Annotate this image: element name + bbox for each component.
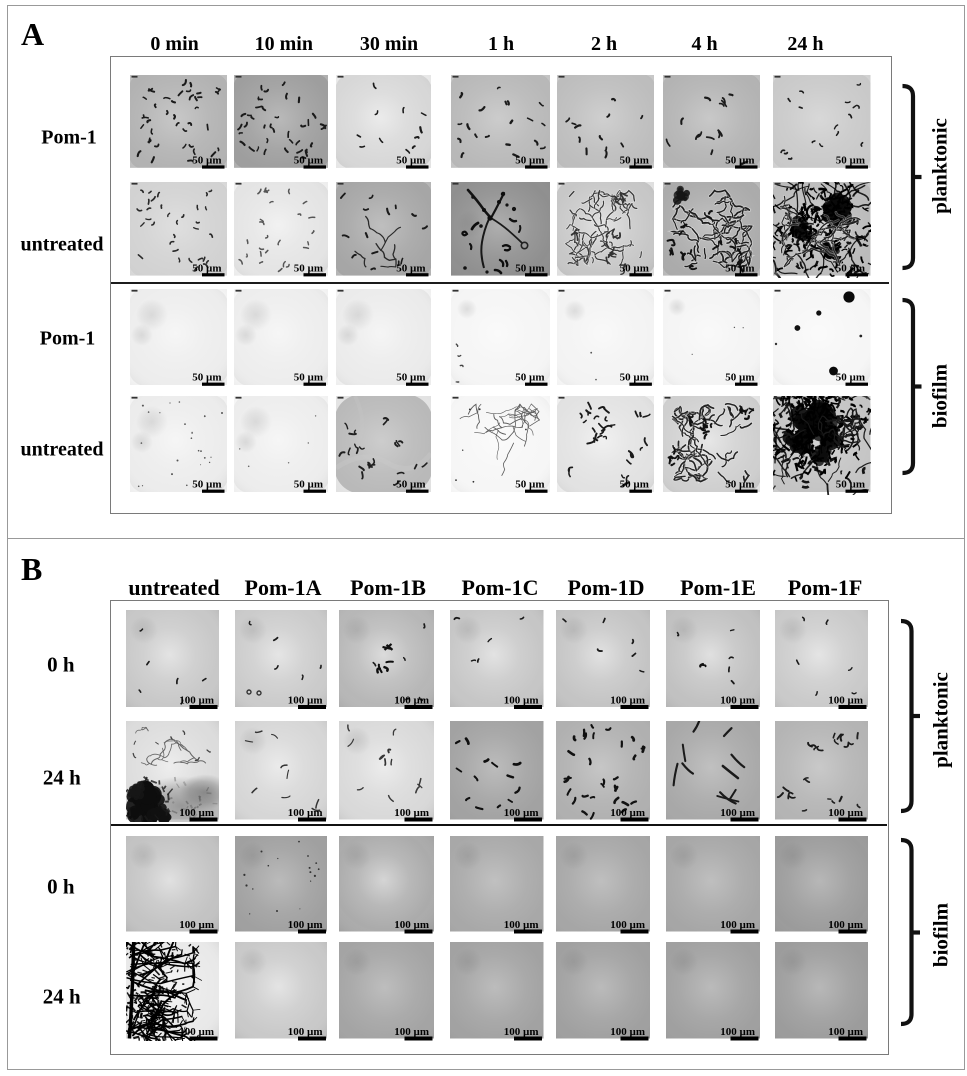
svg-text:50 µm: 50 µm	[619, 262, 648, 274]
svg-text:50 µm: 50 µm	[397, 372, 426, 384]
svg-text:100 µm: 100 µm	[829, 695, 864, 707]
svg-text:50 µm: 50 µm	[397, 479, 426, 491]
svg-text:50 µm: 50 µm	[293, 372, 322, 384]
svg-text:50 µm: 50 µm	[192, 262, 221, 274]
svg-text:100 µm: 100 µm	[288, 1025, 323, 1037]
svg-text:50 µm: 50 µm	[725, 155, 754, 167]
svg-text:50 µm: 50 µm	[293, 479, 322, 491]
svg-text:50 µm: 50 µm	[397, 155, 426, 167]
svg-text:100 µm: 100 µm	[288, 695, 323, 707]
svg-text:100 µm: 100 µm	[394, 918, 429, 930]
svg-text:50 µm: 50 µm	[725, 479, 754, 491]
svg-text:50 µm: 50 µm	[192, 479, 221, 491]
svg-text:50 µm: 50 µm	[836, 372, 865, 384]
svg-text:100 µm: 100 µm	[179, 807, 214, 819]
svg-text:100 µm: 100 µm	[179, 1025, 214, 1037]
svg-text:100 µm: 100 µm	[720, 1025, 755, 1037]
svg-text:50 µm: 50 µm	[836, 155, 865, 167]
svg-text:50 µm: 50 µm	[515, 155, 544, 167]
svg-text:100 µm: 100 µm	[288, 918, 323, 930]
svg-text:50 µm: 50 µm	[515, 372, 544, 384]
svg-text:50 µm: 50 µm	[619, 372, 648, 384]
svg-text:100 µm: 100 µm	[720, 807, 755, 819]
svg-text:100 µm: 100 µm	[394, 1025, 429, 1037]
svg-text:100 µm: 100 µm	[829, 1025, 864, 1037]
svg-text:50 µm: 50 µm	[192, 155, 221, 167]
svg-text:100 µm: 100 µm	[179, 918, 214, 930]
svg-text:50 µm: 50 µm	[192, 372, 221, 384]
svg-text:100 µm: 100 µm	[504, 1025, 539, 1037]
svg-text:100 µm: 100 µm	[829, 918, 864, 930]
svg-text:50 µm: 50 µm	[836, 479, 865, 491]
svg-text:100 µm: 100 µm	[504, 918, 539, 930]
svg-text:100 µm: 100 µm	[610, 918, 645, 930]
svg-text:100 µm: 100 µm	[720, 695, 755, 707]
svg-text:100 µm: 100 µm	[504, 695, 539, 707]
svg-text:50 µm: 50 µm	[836, 262, 865, 274]
svg-text:50 µm: 50 µm	[619, 155, 648, 167]
svg-text:100 µm: 100 µm	[179, 695, 214, 707]
svg-text:50 µm: 50 µm	[725, 372, 754, 384]
svg-text:100 µm: 100 µm	[610, 695, 645, 707]
svg-text:100 µm: 100 µm	[394, 807, 429, 819]
svg-text:50 µm: 50 µm	[725, 262, 754, 274]
svg-text:100 µm: 100 µm	[610, 807, 645, 819]
svg-text:50 µm: 50 µm	[619, 479, 648, 491]
svg-text:50 µm: 50 µm	[293, 155, 322, 167]
svg-text:50 µm: 50 µm	[397, 262, 426, 274]
svg-text:50 µm: 50 µm	[515, 262, 544, 274]
svg-text:50 µm: 50 µm	[293, 262, 322, 274]
svg-text:100 µm: 100 µm	[504, 807, 539, 819]
svg-text:100 µm: 100 µm	[829, 807, 864, 819]
svg-text:100 µm: 100 µm	[288, 807, 323, 819]
svg-text:100 µm: 100 µm	[394, 695, 429, 707]
svg-text:100 µm: 100 µm	[720, 918, 755, 930]
svg-text:100 µm: 100 µm	[610, 1025, 645, 1037]
svg-text:50 µm: 50 µm	[515, 479, 544, 491]
